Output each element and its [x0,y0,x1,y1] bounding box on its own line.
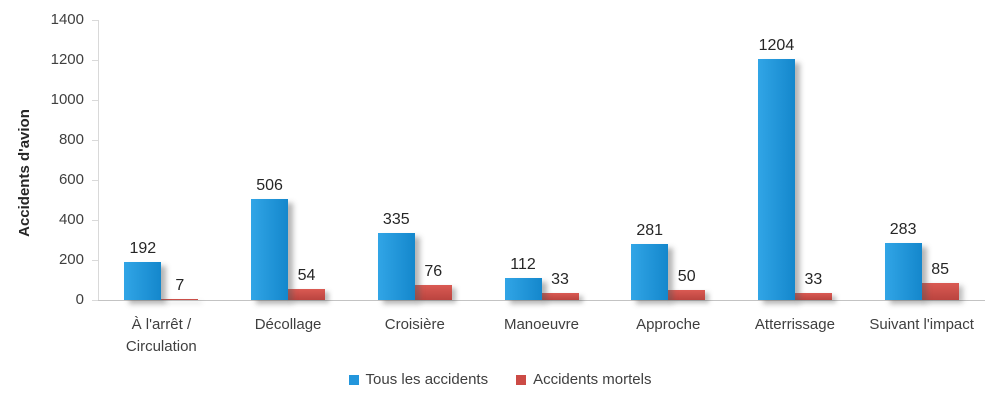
bar-tous-les-accidents [631,243,669,300]
bar-accidents-mortels [541,293,579,300]
legend-item: Tous les accidents [348,371,489,388]
y-axis-tick [92,100,98,101]
data-label: 76 [424,262,443,280]
bar-tous-les-accidents [884,243,922,300]
category-label: Décollage [254,316,322,333]
category-label: Atterrissage [754,316,835,333]
legend-swatch-icon [348,374,359,385]
data-label: 281 [636,221,664,239]
category-label: Croisière [384,316,445,333]
bar-accidents-mortels [288,289,326,300]
legend-swatch-icon [516,374,527,385]
y-axis-tick [92,220,98,221]
y-axis-tick-label: 400 [58,211,84,228]
legend-label: Accidents mortels [533,371,652,388]
bar-tous-les-accidents [757,59,795,300]
legend-item: Accidents mortels [516,371,651,388]
legend-label: Tous les accidents [365,371,489,388]
category-label: Suivant l'impact [869,316,974,333]
data-label: 506 [256,176,283,194]
y-axis-tick-label: 200 [58,251,84,268]
data-label: 85 [931,261,950,278]
y-axis-tick-label: 600 [58,171,84,188]
y-axis-tick-label: 1400 [50,11,84,28]
bar-accidents-mortels [414,284,452,300]
y-axis-tick-label: 800 [58,131,84,148]
data-label: 33 [804,271,823,289]
data-label: 7 [175,276,185,294]
data-label: 192 [129,239,157,257]
y-axis-tick-label: 1000 [50,91,84,108]
bar-accidents-mortels [921,283,959,300]
bar-tous-les-accidents [377,233,415,300]
category-label: Approche [636,316,701,333]
bar-tous-les-accidents [251,198,289,300]
data-label: 283 [889,221,917,239]
y-axis-tick [92,60,98,61]
bar-accidents-mortels [668,290,706,300]
y-axis-tick [92,300,98,301]
data-label: 335 [382,211,410,228]
category-label: Manoeuvre [503,316,580,333]
y-axis-line [98,20,99,301]
y-axis-tick [92,20,98,21]
data-label: 54 [297,267,316,285]
y-axis-tick [92,180,98,181]
bar-tous-les-accidents [124,261,162,300]
data-label: 1204 [758,37,795,55]
bar-tous-les-accidents [504,277,542,300]
y-axis-tick [92,140,98,141]
y-axis-tick-label: 1200 [50,51,84,68]
y-axis-tick-label: 0 [75,291,84,308]
y-axis-tick [92,260,98,261]
legend: Tous les accidents Accidents mortels [0,371,1000,388]
data-label: 112 [510,255,536,273]
data-label: 33 [551,271,569,289]
bar-accidents-mortels [161,298,199,300]
data-label: 50 [677,268,696,285]
x-axis-line [98,300,985,301]
category-label: À l'arrêt / Circulation [125,316,197,355]
bar-accidents-mortels [794,293,832,300]
